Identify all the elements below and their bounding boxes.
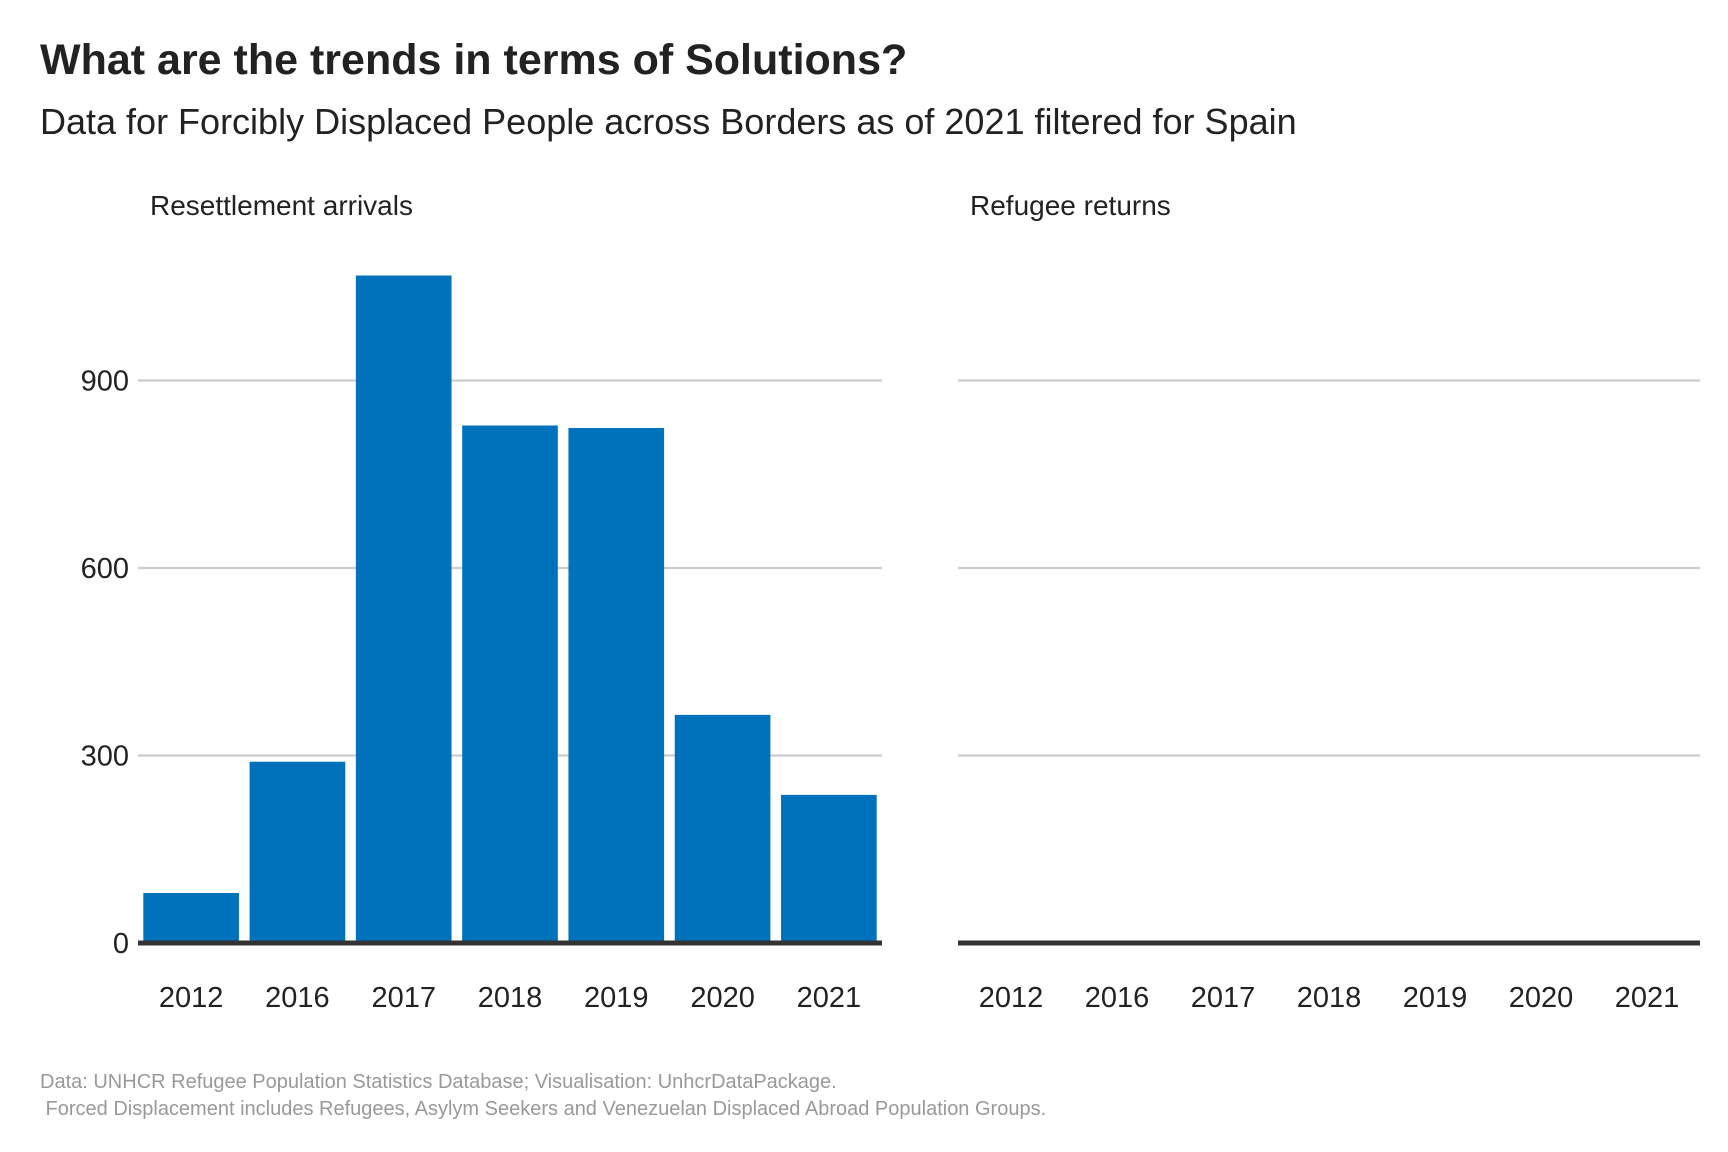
- bar-2017: [355, 275, 452, 943]
- x-tick-label: 2017: [371, 982, 436, 1014]
- x-tick-label: 2021: [1615, 982, 1680, 1014]
- y-tick-label: 600: [81, 553, 129, 585]
- x-tick-label: 2012: [159, 982, 224, 1014]
- y-tick-label: 300: [81, 741, 129, 773]
- facet-resettlement-arrivals: Resettlement arrivals 0 300 600 900 2012 2016…: [81, 190, 882, 1014]
- x-tick-label: 2019: [584, 982, 649, 1014]
- x-tick-label: 2016: [265, 982, 330, 1014]
- x-tick-label: 2020: [690, 982, 755, 1014]
- x-tick-label: 2019: [1403, 982, 1468, 1014]
- x-tick-label: 2016: [1085, 982, 1150, 1014]
- chart-title: What are the trends in terms of Solution…: [40, 36, 907, 84]
- caption-note: Forced Displacement includes Refugees, A…: [40, 1098, 1046, 1120]
- bar-2012: [143, 893, 239, 943]
- bar-2021: [781, 794, 877, 943]
- caption-source: Data: UNHCR Refugee Population Statistic…: [40, 1071, 837, 1093]
- bar-2019: [568, 428, 665, 943]
- x-tick-label: 2021: [797, 982, 862, 1014]
- x-tick-label: 2020: [1509, 982, 1574, 1014]
- facet-refugee-returns: Refugee returns 2012 2016 2017 2018 2019 2020…: [958, 190, 1700, 1014]
- x-tick-label: 2018: [478, 982, 543, 1014]
- x-tick-label: 2012: [979, 982, 1044, 1014]
- bar-2018: [462, 425, 558, 943]
- x-tick-label: 2017: [1191, 982, 1256, 1014]
- facet-title: Refugee returns: [970, 190, 1171, 221]
- bar-2020: [674, 714, 771, 943]
- x-tick-label: 2018: [1297, 982, 1362, 1014]
- chart-subtitle: Data for Forcibly Displaced People acros…: [40, 101, 1297, 142]
- y-tick-label: 900: [81, 366, 129, 398]
- bar-2016: [249, 761, 346, 943]
- facet-title: Resettlement arrivals: [150, 190, 413, 221]
- y-tick-label: 0: [113, 928, 129, 960]
